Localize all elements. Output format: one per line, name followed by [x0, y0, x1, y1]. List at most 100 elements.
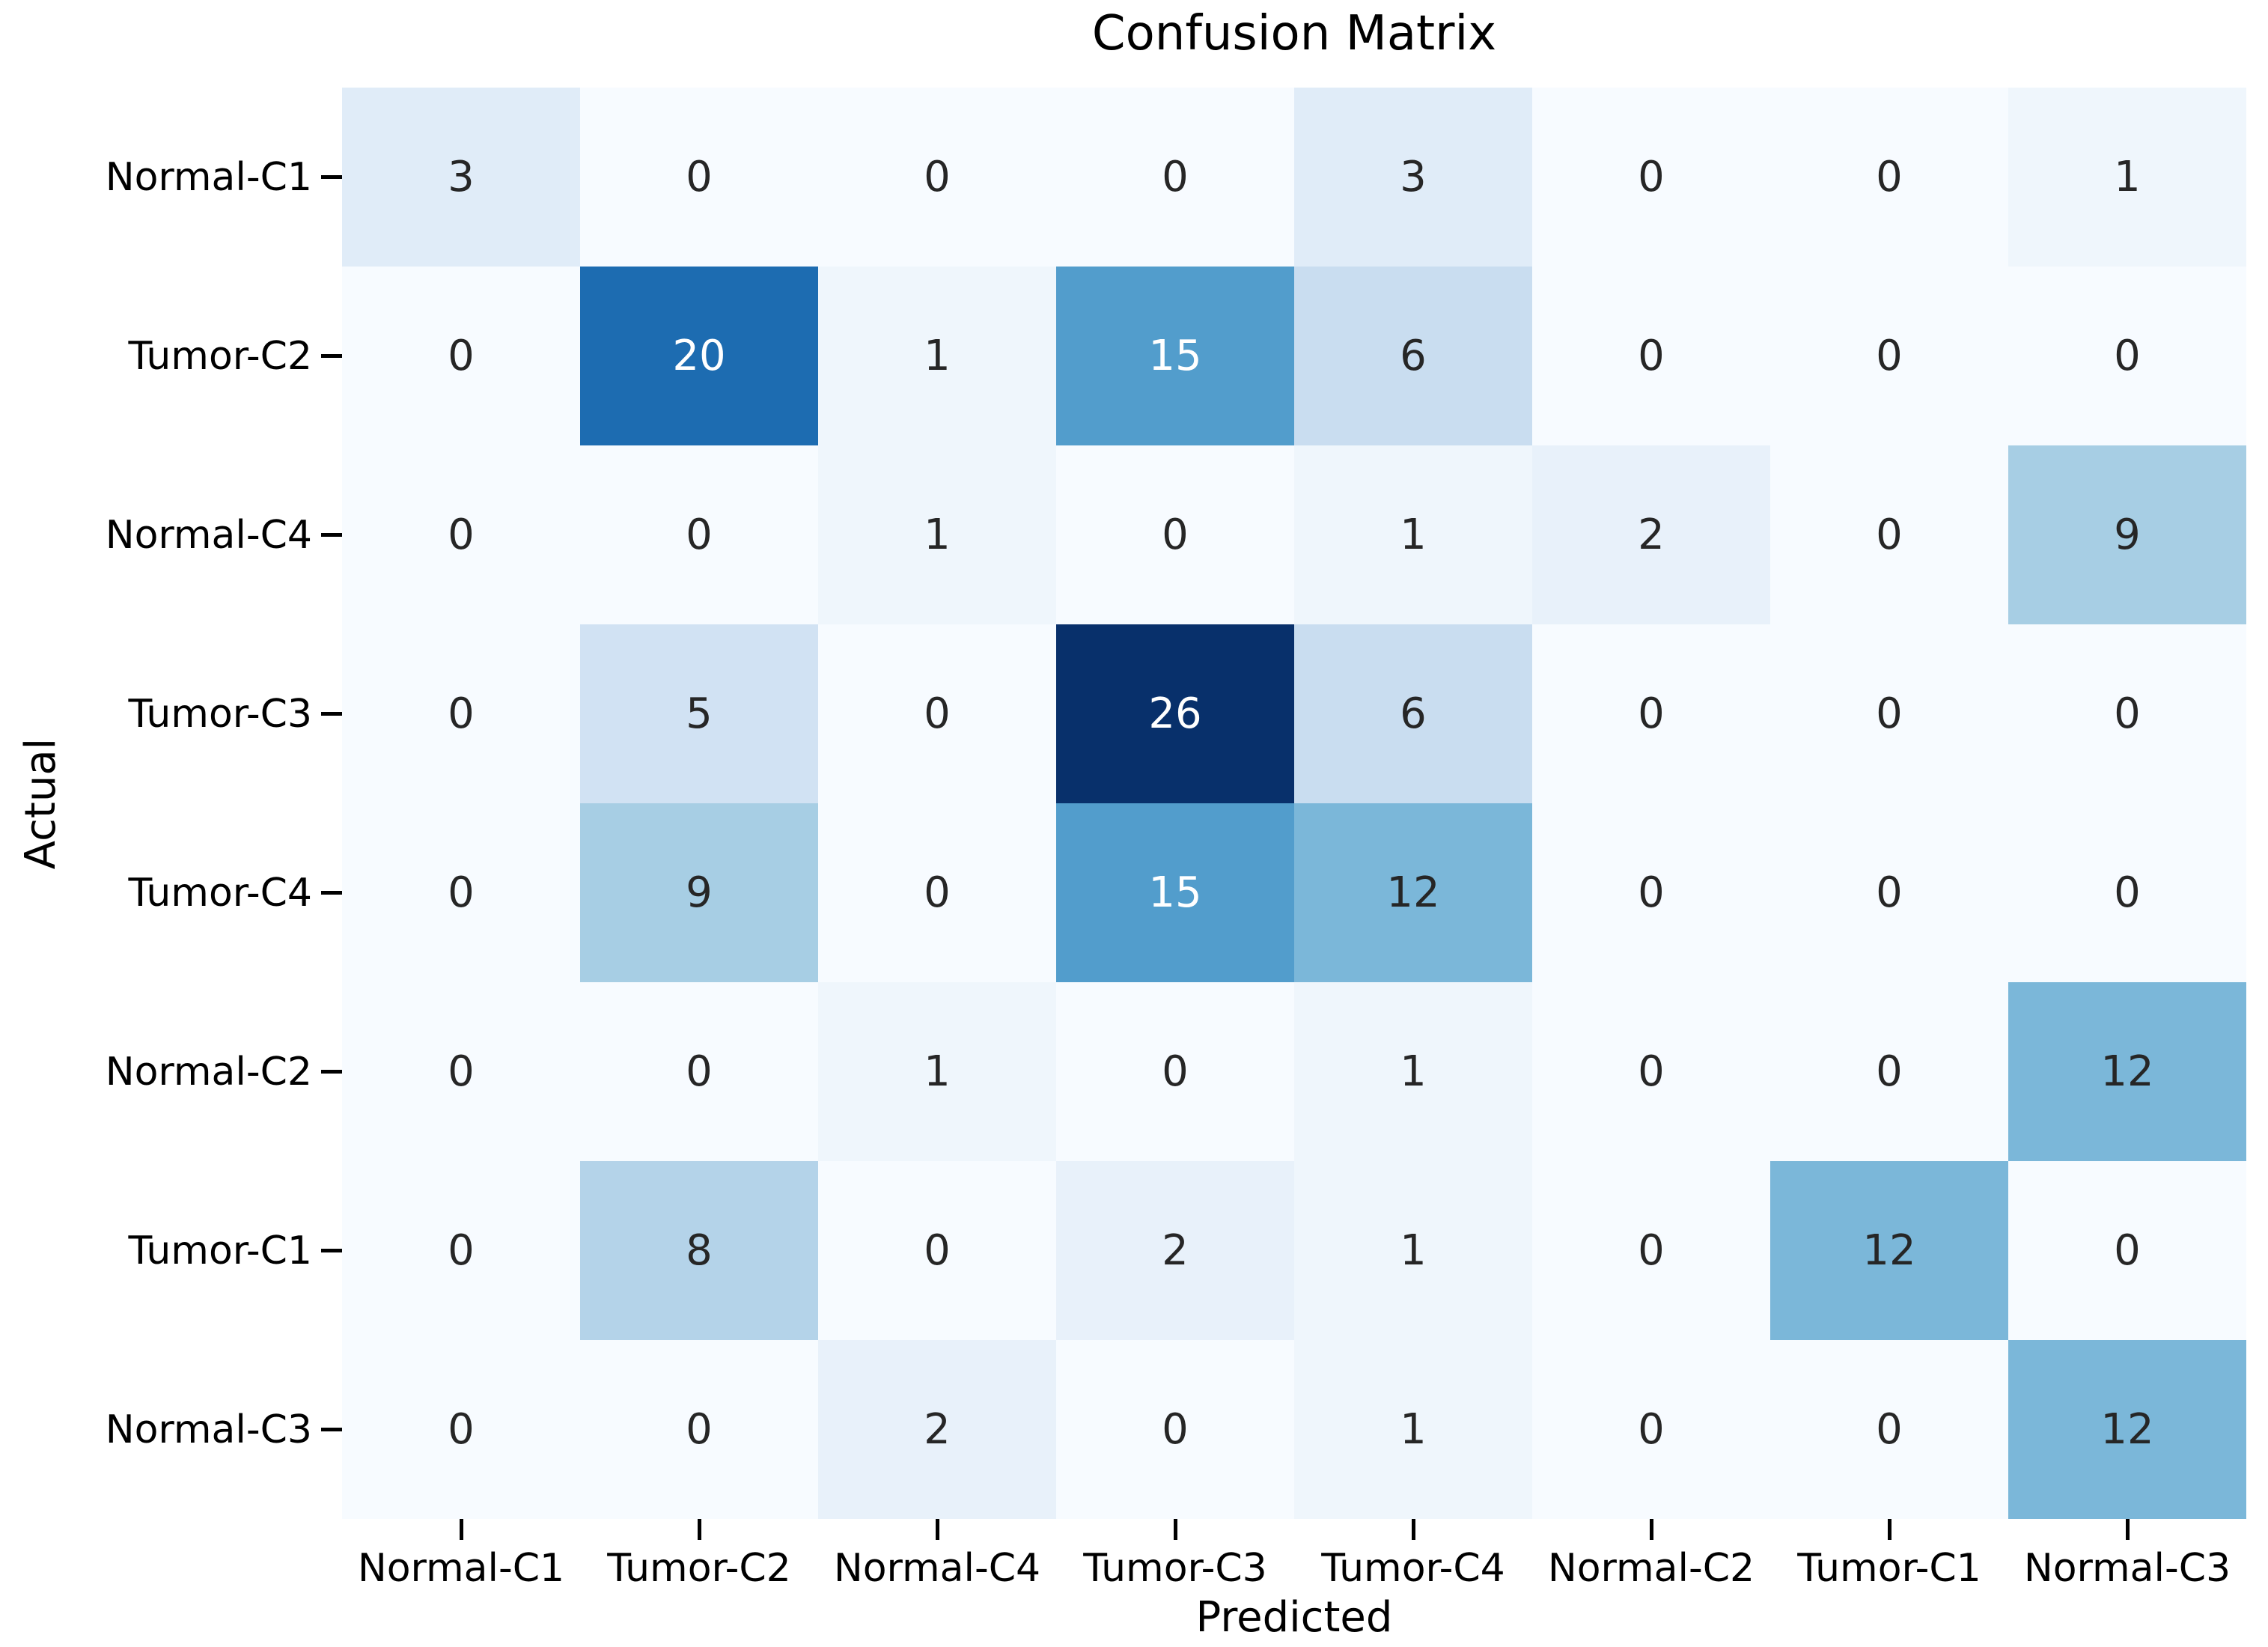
heatmap-cell: 15 — [1056, 803, 1294, 982]
x-tick-col: Normal-C3 — [2008, 1519, 2246, 1591]
x-tick-label: Normal-C3 — [2023, 1546, 2231, 1591]
heatmap-cell: 0 — [1056, 982, 1294, 1161]
y-tick-row: Normal-C3 — [0, 1340, 342, 1519]
x-tick-col: Normal-C4 — [818, 1519, 1056, 1591]
heatmap-cell: 1 — [818, 267, 1056, 445]
heatmap-cell: 26 — [1056, 624, 1294, 803]
heatmap-cell: 0 — [342, 624, 580, 803]
x-tick-mark — [1173, 1519, 1177, 1540]
y-tick-row: Tumor-C3 — [0, 624, 342, 803]
heatmap-cell: 2 — [1532, 445, 1770, 624]
chart-title: Confusion Matrix — [1091, 6, 1497, 61]
y-tick-label: Normal-C2 — [105, 1049, 312, 1095]
heatmap-cell: 2 — [818, 1340, 1056, 1519]
y-tick-label: Normal-C3 — [105, 1407, 312, 1452]
heatmap-cell: 12 — [2008, 1340, 2246, 1519]
x-tick-col: Tumor-C2 — [580, 1519, 818, 1591]
y-tick-label: Tumor-C2 — [128, 333, 312, 379]
y-tick-mark — [321, 712, 342, 716]
x-tick-col: Normal-C2 — [1532, 1519, 1770, 1591]
x-tick-mark — [935, 1519, 939, 1540]
heatmap-cell: 6 — [1294, 267, 1532, 445]
x-tick-mark — [1649, 1519, 1653, 1540]
heatmap-cell: 0 — [1770, 982, 2008, 1161]
heatmap-cell: 3 — [1294, 88, 1532, 267]
heatmap-cell: 9 — [580, 803, 818, 982]
heatmap-cell: 1 — [818, 445, 1056, 624]
heatmap-cell: 0 — [1770, 1340, 2008, 1519]
y-tick-mark — [321, 533, 342, 537]
heatmap-cell: 0 — [1532, 982, 1770, 1161]
heatmap-cell: 20 — [580, 267, 818, 445]
x-tick-mark — [697, 1519, 701, 1540]
y-tick-label: Tumor-C1 — [128, 1228, 312, 1273]
y-tick-row: Tumor-C4 — [0, 803, 342, 982]
heatmap-cell: 12 — [1770, 1161, 2008, 1340]
heatmap-cell: 8 — [580, 1161, 818, 1340]
heatmap-cell: 0 — [818, 624, 1056, 803]
y-tick-row: Tumor-C1 — [0, 1161, 342, 1340]
y-tick-row: Normal-C4 — [0, 445, 342, 624]
heatmap-cell: 0 — [1056, 88, 1294, 267]
heatmap-cell: 0 — [1532, 88, 1770, 267]
heatmap-cell: 1 — [818, 982, 1056, 1161]
heatmap-cell: 9 — [2008, 445, 2246, 624]
y-tick-mark — [321, 1070, 342, 1074]
heatmap-cell: 0 — [1532, 1340, 1770, 1519]
heatmap-cell: 0 — [818, 1161, 1056, 1340]
x-tick-label: Normal-C1 — [357, 1546, 565, 1591]
x-tick-label: Tumor-C4 — [1321, 1546, 1505, 1591]
heatmap-cell: 0 — [1532, 624, 1770, 803]
x-tick-label: Normal-C4 — [833, 1546, 1041, 1591]
x-axis: Normal-C1 Tumor-C2 Normal-C4 Tumor-C3 Tumor-… — [342, 1519, 2246, 1591]
heatmap-cell: 0 — [1056, 1340, 1294, 1519]
heatmap-cell: 0 — [1770, 624, 2008, 803]
y-tick-row: Tumor-C2 — [0, 267, 342, 445]
heatmap-cell: 0 — [1532, 803, 1770, 982]
heatmap-cell: 15 — [1056, 267, 1294, 445]
y-axis: Normal-C1 Tumor-C2 Normal-C4 Tumor-C3 Tumor-… — [0, 88, 342, 1519]
x-axis-label: Predicted — [1195, 1593, 1393, 1642]
x-tick-mark — [2125, 1519, 2130, 1540]
heatmap-cell: 0 — [342, 445, 580, 624]
y-tick-label: Tumor-C3 — [128, 691, 312, 737]
y-tick-label: Tumor-C4 — [128, 870, 312, 916]
x-tick-mark — [1411, 1519, 1415, 1540]
heatmap-cell: 0 — [2008, 624, 2246, 803]
y-tick-mark — [321, 175, 342, 179]
heatmap-cell: 0 — [818, 88, 1056, 267]
heatmap-grid: 3 0 0 0 3 0 0 1 0 20 1 15 6 0 0 0 0 0 1 0 1 2 0 9 0 5 0 26 6 0 0 0 0 9 0 15… — [342, 88, 2246, 1519]
x-tick-label: Tumor-C3 — [1083, 1546, 1267, 1591]
heatmap-cell: 0 — [580, 1340, 818, 1519]
heatmap-cell: 6 — [1294, 624, 1532, 803]
heatmap-cell: 0 — [1532, 1161, 1770, 1340]
x-tick-col: Tumor-C4 — [1294, 1519, 1532, 1591]
heatmap-cell: 2 — [1056, 1161, 1294, 1340]
heatmap-cell: 12 — [2008, 982, 2246, 1161]
heatmap-cell: 0 — [342, 1340, 580, 1519]
x-tick-label: Tumor-C2 — [607, 1546, 791, 1591]
y-tick-row: Normal-C2 — [0, 982, 342, 1161]
heatmap-cell: 1 — [1294, 445, 1532, 624]
x-tick-mark — [459, 1519, 463, 1540]
y-tick-mark — [321, 1249, 342, 1252]
y-tick-label: Normal-C1 — [105, 154, 312, 200]
heatmap-cell: 1 — [1294, 1161, 1532, 1340]
heatmap-cell: 1 — [2008, 88, 2246, 267]
x-tick-label: Normal-C2 — [1547, 1546, 1755, 1591]
heatmap-cell: 0 — [1056, 445, 1294, 624]
x-tick-col: Tumor-C3 — [1056, 1519, 1294, 1591]
x-tick-col: Normal-C1 — [342, 1519, 580, 1591]
y-tick-label: Normal-C4 — [105, 512, 312, 558]
x-tick-col: Tumor-C1 — [1770, 1519, 2008, 1591]
heatmap-cell: 0 — [342, 267, 580, 445]
y-tick-mark — [321, 354, 342, 358]
heatmap-cell: 0 — [818, 803, 1056, 982]
y-tick-row: Normal-C1 — [0, 88, 342, 267]
heatmap-cell: 0 — [1770, 445, 2008, 624]
heatmap-cell: 0 — [580, 445, 818, 624]
y-tick-mark — [321, 1428, 342, 1431]
heatmap-cell: 1 — [1294, 1340, 1532, 1519]
heatmap-cell: 0 — [1770, 803, 2008, 982]
